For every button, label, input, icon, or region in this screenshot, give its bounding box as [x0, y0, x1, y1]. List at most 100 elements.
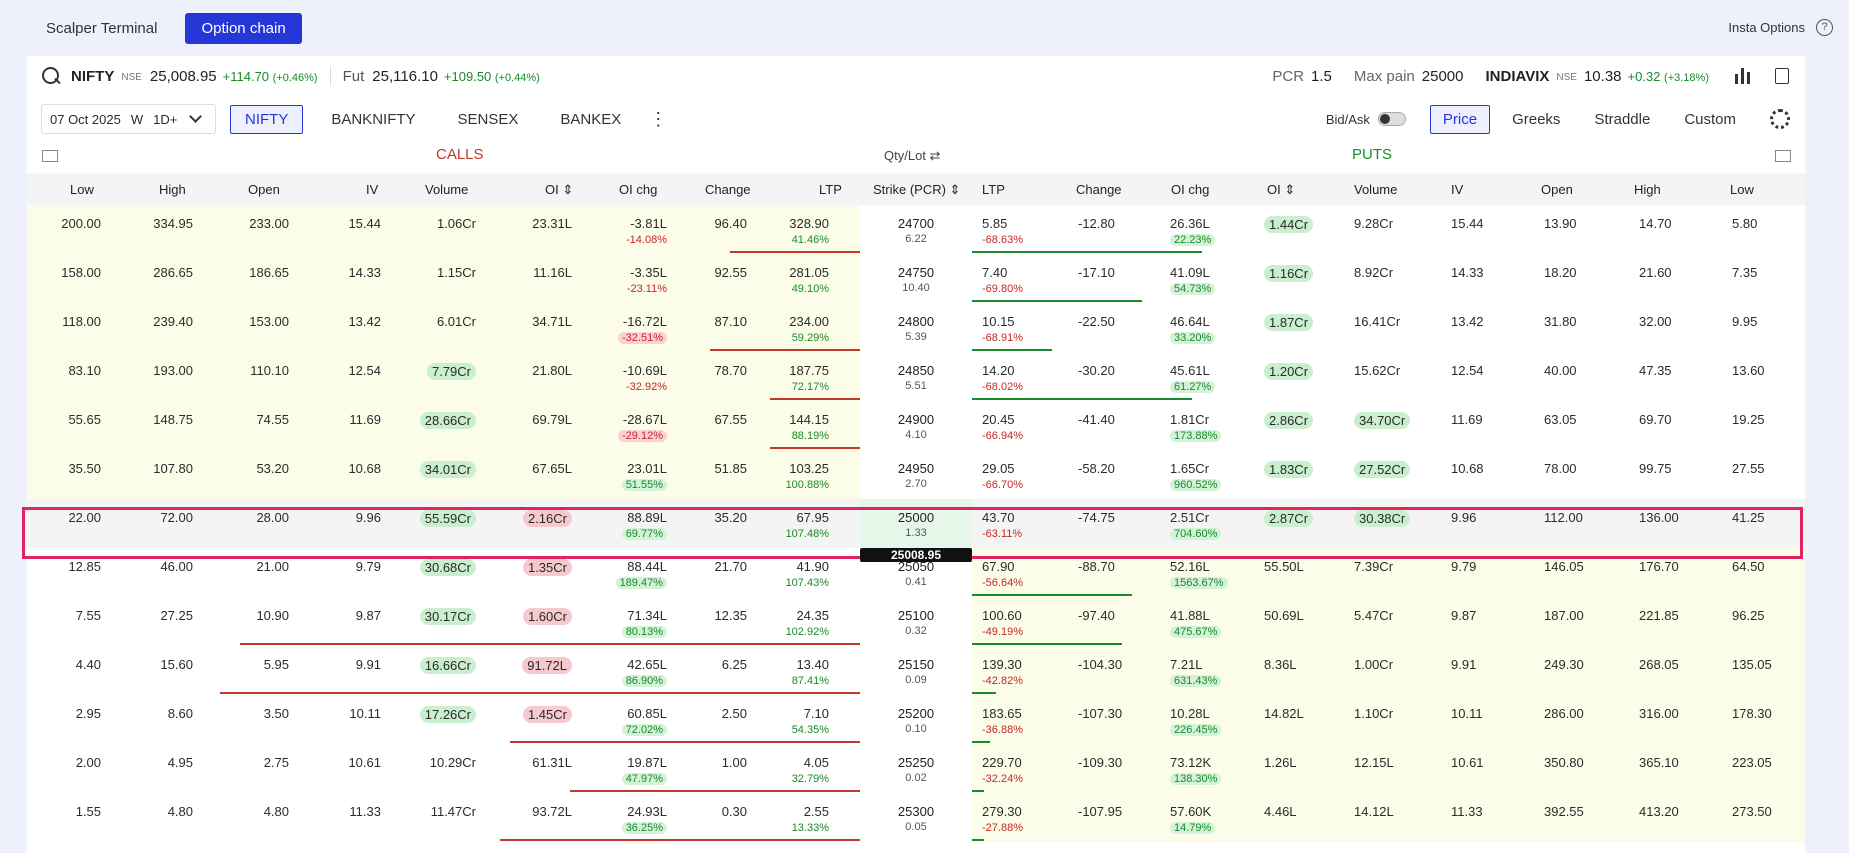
view-straddle[interactable]: Straddle — [1594, 110, 1651, 128]
view-greeks[interactable]: Greeks — [1512, 110, 1561, 128]
chart-icon[interactable] — [1735, 68, 1753, 84]
maxpain-value: 25000 — [1421, 67, 1464, 85]
call-change: 92.55 — [714, 265, 747, 280]
put-ltp: 5.85 -68.63% — [982, 216, 1023, 246]
more-icon[interactable]: ⋮ — [649, 109, 668, 129]
put-iv: 9.87 — [1451, 608, 1477, 623]
put-oi: 1.44Cr — [1264, 216, 1314, 233]
tab-sensex[interactable]: SENSEX — [457, 110, 519, 128]
hdr-strike[interactable]: Strike (PCR) ⇕ — [873, 182, 961, 197]
put-ltp: 279.30 -27.88% — [982, 804, 1023, 834]
call-open: 2.75 — [263, 755, 289, 770]
table-row[interactable]: 4.40 15.60 5.95 9.91 16.66Cr 91.72L 42.65L 86.9… — [27, 646, 1805, 695]
tab-banknifty[interactable]: BANKNIFTY — [331, 110, 416, 128]
call-iv: 10.68 — [348, 461, 381, 476]
call-high: 8.60 — [167, 706, 193, 721]
oi-bar — [972, 790, 984, 792]
put-volume: 8.92Cr — [1354, 265, 1394, 280]
call-iv: 11.69 — [349, 412, 381, 427]
put-oi: 2.87Cr — [1264, 510, 1314, 527]
spot-marker: 25008.95 — [860, 548, 972, 562]
table-row[interactable]: 22.00 72.00 28.00 9.96 55.59Cr 2.16Cr 88.89L 69… — [27, 499, 1805, 548]
table-row[interactable]: 2.00 4.95 2.75 10.61 10.29Cr 61.31L 19.87L 47.9… — [27, 744, 1805, 793]
table-row[interactable]: 158.00 286.65 186.65 14.33 1.15Cr 11.16L -3.35… — [27, 254, 1805, 303]
put-low: 96.25 — [1732, 608, 1765, 623]
table-row[interactable]: 200.00 334.95 233.00 15.44 1.06Cr 23.31L -3.81… — [27, 205, 1805, 254]
tab-option-chain[interactable]: Option chain — [185, 12, 302, 44]
put-open: 187.00 — [1544, 608, 1584, 623]
put-open: 146.05 — [1544, 559, 1584, 574]
search-icon[interactable] — [41, 66, 61, 86]
put-low: 178.30 — [1732, 706, 1772, 721]
put-ltp: 100.60 -49.19% — [982, 608, 1023, 638]
call-ltp: 41.90 107.43% — [785, 559, 829, 589]
call-oichg: 24.93L 36.25% — [587, 804, 667, 834]
help-icon[interactable]: ? — [1816, 19, 1833, 36]
table-row[interactable]: 2.95 8.60 3.50 10.11 17.26Cr 1.45Cr 60.85L 72.0… — [27, 695, 1805, 744]
call-high: 148.75 — [153, 412, 193, 427]
call-open: 53.20 — [256, 461, 289, 476]
tab-scalper-terminal[interactable]: Scalper Terminal — [46, 19, 158, 37]
expiry-date: 07 Oct 2025 — [50, 111, 121, 127]
oi-bar — [972, 398, 1192, 400]
hdr-put-ltp: LTP — [982, 182, 1005, 197]
call-volume: 28.66Cr — [396, 412, 476, 429]
call-high: 334.95 — [153, 216, 193, 231]
call-oichg: 60.85L 72.02% — [587, 706, 667, 736]
view-custom[interactable]: Custom — [1684, 110, 1736, 128]
table-row[interactable]: 35.50 107.80 53.20 10.68 34.01Cr 67.65L 23.01L… — [27, 450, 1805, 499]
bookmark-icon[interactable] — [1775, 68, 1789, 84]
call-low: 55.65 — [68, 412, 101, 427]
tab-nifty[interactable]: NIFTY — [230, 104, 304, 134]
oi-bar — [972, 839, 984, 841]
call-low: 7.55 — [75, 608, 101, 623]
collapse-puts-icon[interactable] — [1775, 150, 1791, 162]
put-change: -88.70 — [1078, 559, 1115, 574]
table-row[interactable]: 83.10 193.00 110.10 12.54 7.79Cr 21.80L -10.69… — [27, 352, 1805, 401]
put-iv: 9.91 — [1451, 657, 1477, 672]
bidask-toggle[interactable] — [1377, 112, 1406, 126]
put-volume: 1.10Cr — [1354, 706, 1394, 721]
span-value: 1D+ — [153, 111, 178, 127]
hdr-put-oi[interactable]: OI ⇕ — [1267, 182, 1296, 197]
hdr-low: Low — [70, 182, 94, 197]
oi-bar — [510, 741, 860, 743]
oi-bar — [972, 251, 1202, 253]
insta-options-link[interactable]: Insta Options — [1728, 20, 1805, 35]
call-low: 22.00 — [68, 510, 101, 525]
table-row[interactable]: 55.65 148.75 74.55 11.69 28.66Cr 69.79L -28.67… — [27, 401, 1805, 450]
index-price: 25,008.95 — [149, 67, 217, 85]
hdr-put-high: High — [1634, 182, 1661, 197]
hdr-oi[interactable]: OI ⇕ — [545, 182, 574, 197]
call-volume: 7.79Cr — [396, 363, 476, 380]
table-row[interactable]: 118.00 239.40 153.00 13.42 6.01Cr 34.71L -16.7… — [27, 303, 1805, 352]
call-ltp: 187.75 72.17% — [789, 363, 829, 393]
gear-icon[interactable] — [1770, 109, 1790, 129]
hdr-put-volume: Volume — [1354, 182, 1398, 197]
strike-cell: 24950 2.70 — [860, 450, 972, 499]
hdr-volume: Volume — [425, 182, 469, 197]
put-high: 221.85 — [1639, 608, 1679, 623]
collapse-calls-icon[interactable] — [42, 150, 58, 162]
hdr-open: Open — [248, 182, 280, 197]
tab-bankex[interactable]: BANKEX — [560, 110, 622, 128]
call-oichg: -10.69L -32.92% — [622, 363, 667, 393]
hdr-iv: IV — [366, 182, 379, 197]
table-row[interactable]: 7.55 27.25 10.90 9.87 30.17Cr 1.60Cr 71.34L 80.… — [27, 597, 1805, 646]
qty-lot-toggle[interactable]: Qty/Lot ⇄ — [884, 148, 941, 163]
view-price[interactable]: Price — [1429, 104, 1491, 134]
put-high: 32.00 — [1639, 314, 1672, 329]
call-low: 118.00 — [62, 314, 101, 329]
put-low: 5.80 — [1732, 216, 1758, 231]
put-open: 18.20 — [1544, 265, 1577, 280]
put-low: 27.55 — [1732, 461, 1765, 476]
strike-cell: 24700 6.22 — [860, 205, 972, 254]
vix-name: INDIAVIX — [1485, 67, 1550, 85]
expiry-select[interactable]: 07 Oct 2025 W 1D+ — [41, 104, 216, 134]
put-ltp: 229.70 -32.24% — [982, 755, 1023, 785]
oi-bar — [220, 692, 860, 694]
table-row[interactable]: 1.55 4.80 4.80 11.33 11.47Cr 93.72L 24.93L 36.2… — [27, 793, 1805, 842]
call-low: 35.50 — [68, 461, 101, 476]
call-iv: 9.96 — [355, 510, 381, 525]
call-change: 87.10 — [714, 314, 747, 329]
